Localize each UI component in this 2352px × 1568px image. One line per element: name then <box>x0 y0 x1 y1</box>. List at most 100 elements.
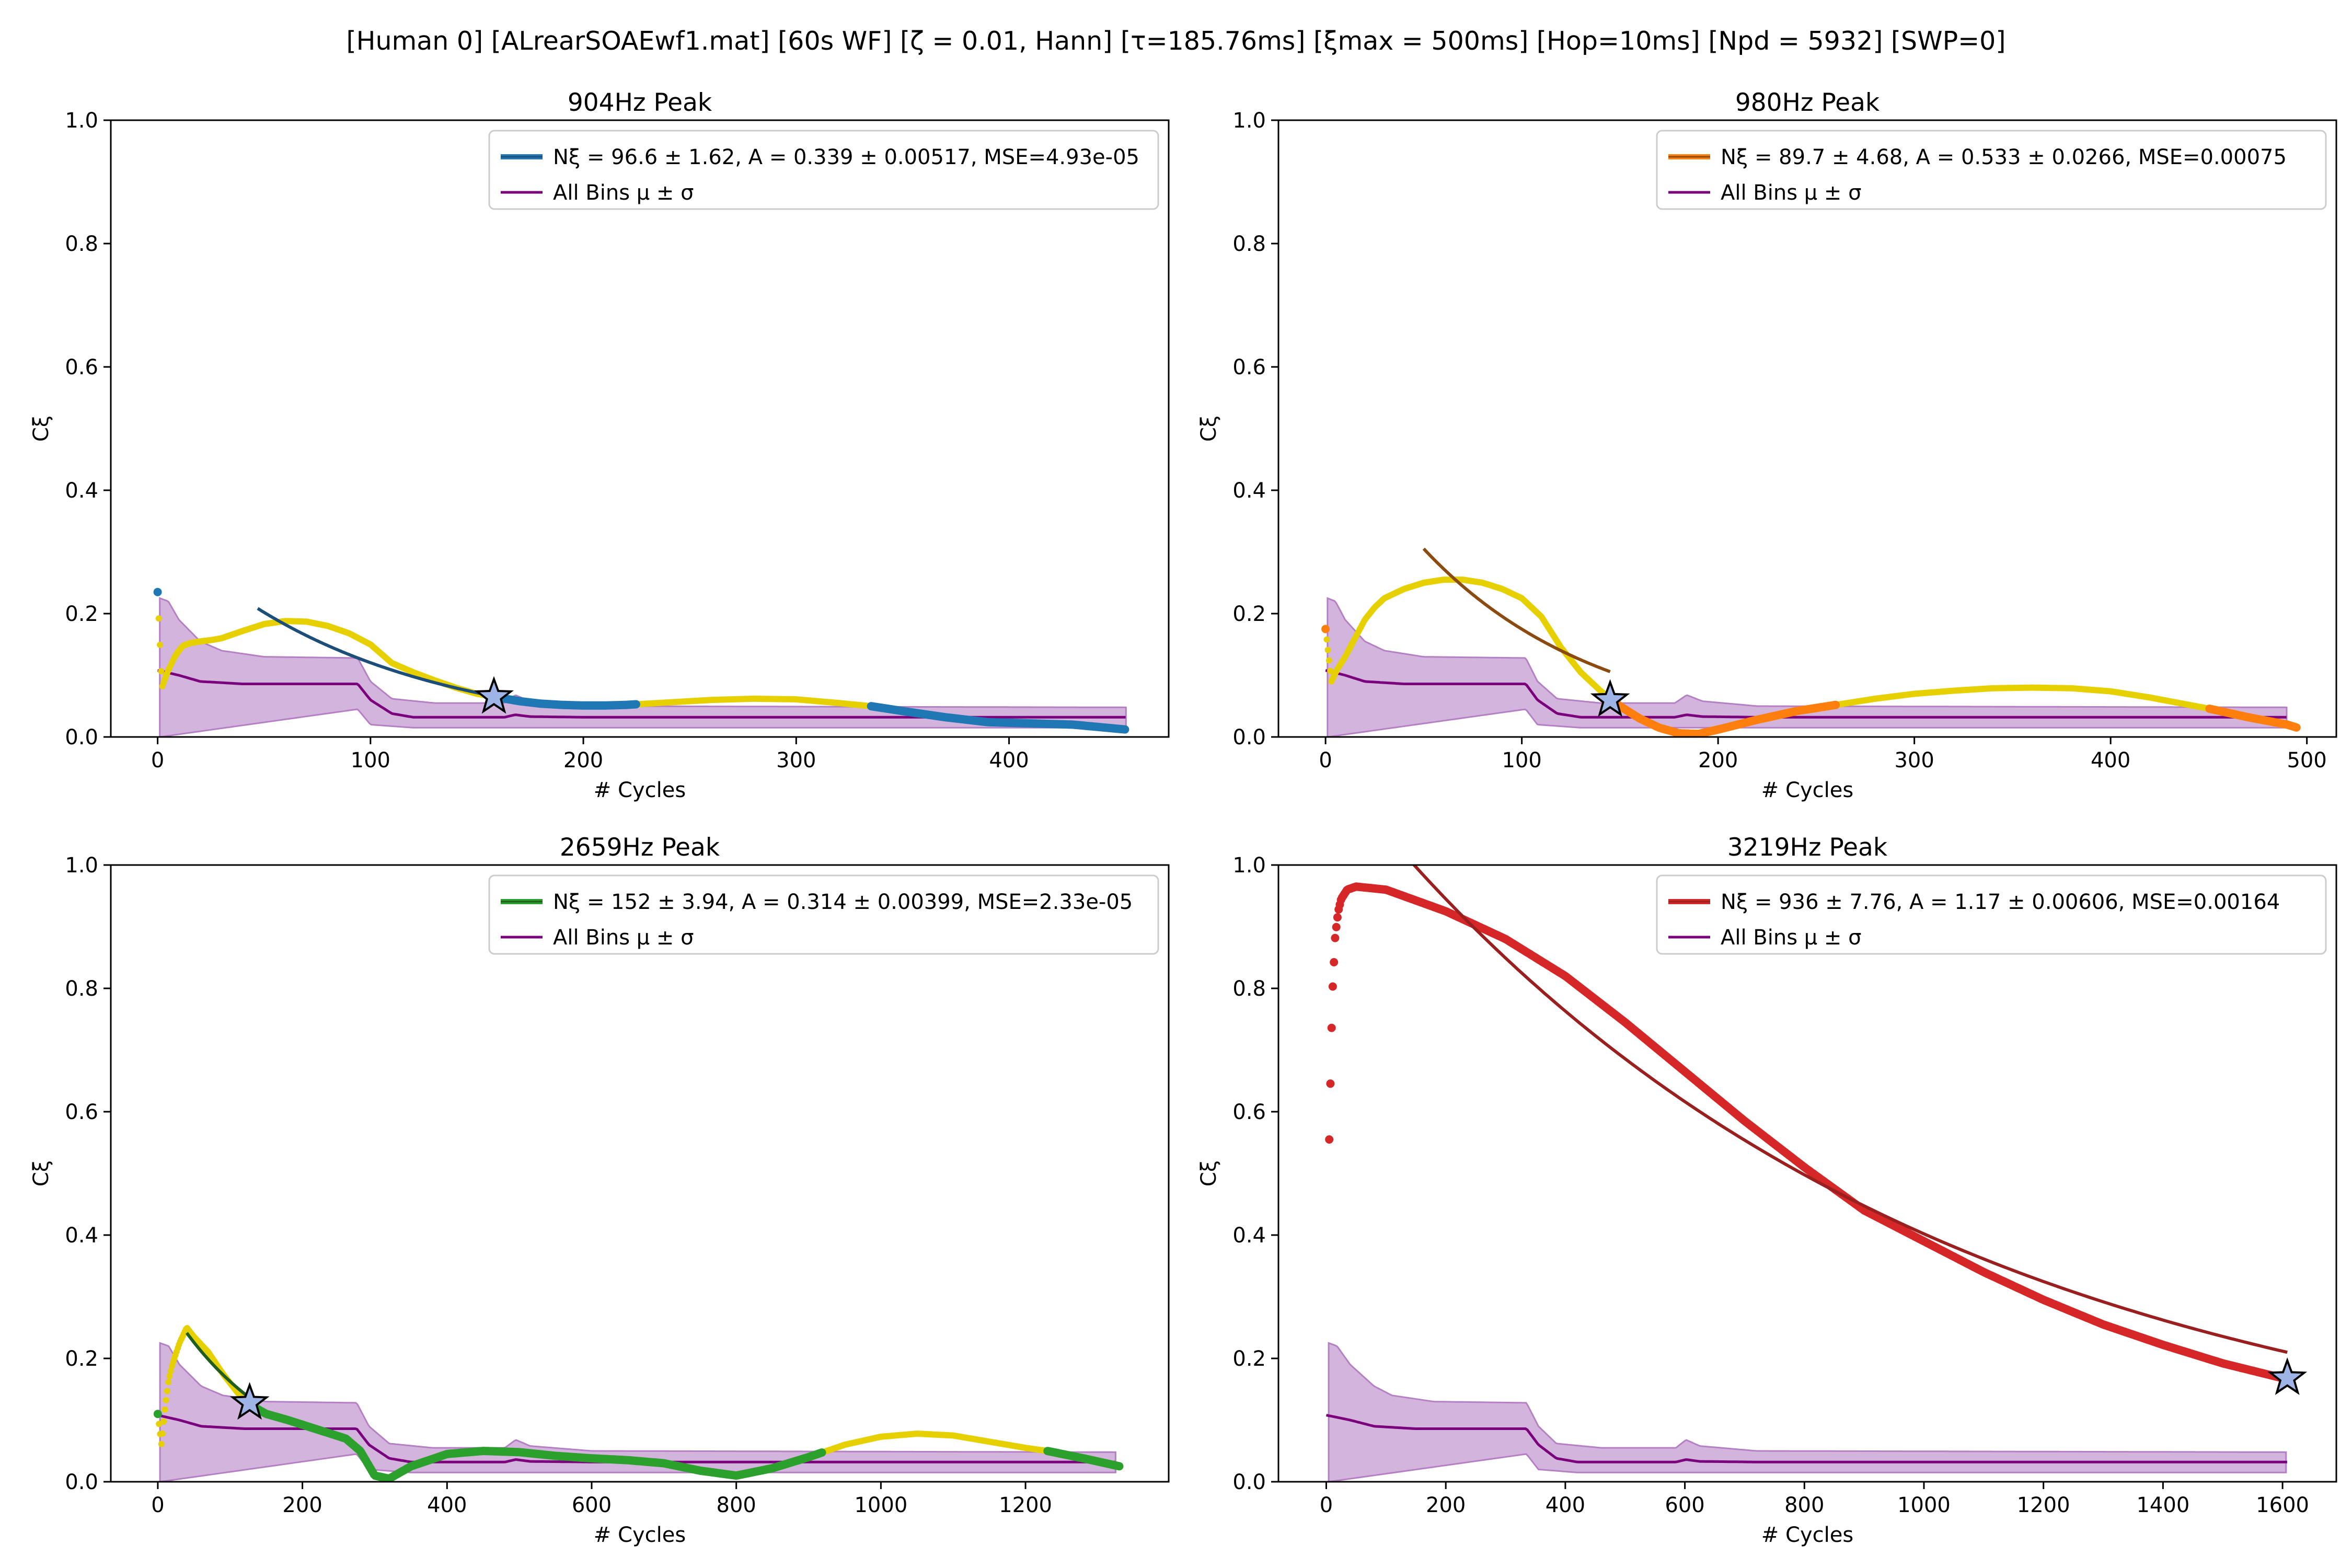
y-tick-label: 0.2 <box>1232 602 1266 626</box>
x-tick-label: 400 <box>2091 748 2130 773</box>
y-tick-label: 1.0 <box>65 854 98 878</box>
data-point <box>165 1379 172 1386</box>
x-tick-label: 100 <box>1502 748 1541 773</box>
data-point <box>157 641 164 648</box>
data-points-fit <box>1321 625 2301 737</box>
legend: Nξ = 89.7 ± 4.68, A = 0.533 ± 0.0266, MS… <box>1656 130 2327 210</box>
y-tick-label: 1.0 <box>65 109 98 133</box>
y-tick-label: 0.6 <box>1232 1100 1266 1124</box>
std-band <box>1328 1342 2287 1482</box>
x-tick-label: 1200 <box>2017 1493 2070 1517</box>
axes-frame <box>110 119 1170 738</box>
x-axis-label: # Cycles <box>594 778 686 802</box>
data-point <box>1115 1462 1124 1471</box>
fit-line <box>257 607 499 699</box>
y-axis-label: Cξ <box>1197 1160 1221 1186</box>
data-point <box>1323 636 1330 643</box>
legend-entry-mean: All Bins μ ± σ <box>553 926 694 950</box>
data-point <box>1325 657 1332 664</box>
data-points-fit <box>153 1401 1124 1482</box>
data-point <box>159 1430 166 1437</box>
x-tick-label: 800 <box>717 1493 756 1517</box>
mean-line <box>1325 669 2287 719</box>
data-point <box>1121 725 1129 734</box>
y-axis-label: Cξ <box>29 416 53 442</box>
panel-4: 0 200 400 600 800 1000 1200 1400 16000.00.20.40.… <box>1197 833 2337 1547</box>
data-point <box>153 1410 162 1419</box>
data-point <box>160 1418 167 1425</box>
legend: Nξ = 936 ± 7.76, A = 1.17 ± 0.00606, MSE… <box>1656 874 2327 955</box>
star-marker <box>2267 1357 2308 1396</box>
data-point <box>1324 647 1331 653</box>
x-tick-label: 1000 <box>854 1493 907 1517</box>
legend-entry-mean: All Bins μ ± σ <box>1721 181 1862 205</box>
data-point <box>166 1373 173 1379</box>
x-tick-label: 600 <box>1665 1493 1704 1517</box>
data-point <box>1331 933 1340 942</box>
y-tick-label: 0.4 <box>1232 479 1266 503</box>
y-axis: 0.0 0.2 0.4 0.6 0.8 1.0 <box>65 854 111 1494</box>
plot-area <box>1321 547 2301 737</box>
panel-2: 0 100 200 300 400 500 0.0 0.2 0.4 0.6 0.8 1.0 980Hz … <box>1197 88 2337 802</box>
data-point <box>1327 1023 1336 1032</box>
y-axis: 0.0 0.2 0.4 0.6 0.8 1.0 <box>65 109 111 750</box>
legend-entry-fit: Nξ = 89.7 ± 4.68, A = 0.533 ± 0.0266, MS… <box>1721 145 2287 169</box>
legend-entry-fit: Nξ = 152 ± 3.94, A = 0.314 ± 0.00399, MS… <box>553 890 1133 914</box>
x-tick-label: 500 <box>2287 748 2326 773</box>
y-tick-label: 0.2 <box>65 1347 98 1371</box>
x-tick-label: 0 <box>151 748 164 773</box>
data-point <box>1325 1135 1334 1144</box>
fit-line <box>1412 865 2288 1354</box>
fit-line <box>1422 547 1611 673</box>
star-marker <box>474 676 514 714</box>
y-tick-label: 0.4 <box>65 479 98 503</box>
y-axis: 0.0 0.2 0.4 0.6 0.8 1.0 <box>1232 109 1278 750</box>
data-point <box>158 1440 165 1447</box>
x-tick-label: 400 <box>989 748 1029 773</box>
data-points-fit <box>153 587 1129 734</box>
x-tick-label: 1200 <box>999 1493 1052 1517</box>
x-axis-label: # Cycles <box>1761 1523 1853 1547</box>
plot-area <box>153 587 1129 737</box>
axes-frame <box>1277 119 2337 738</box>
x-tick-label: 0 <box>1320 1493 1333 1517</box>
legend-entry-mean: All Bins μ ± σ <box>553 181 694 205</box>
x-axis: 0 200 400 600 800 1000 1200 <box>151 1482 1052 1517</box>
x-axis-label: # Cycles <box>1761 778 1853 802</box>
y-tick-label: 1.0 <box>1232 854 1266 878</box>
y-tick-label: 0.4 <box>65 1224 98 1248</box>
data-point <box>155 615 162 622</box>
data-points-fit <box>1325 882 2287 1382</box>
y-tick-label: 0.0 <box>65 725 98 750</box>
x-tick-label: 0 <box>1319 748 1332 773</box>
panel-title: 3219Hz Peak <box>1727 833 1888 862</box>
star-marker <box>229 1382 270 1420</box>
x-tick-label: 200 <box>1698 748 1738 773</box>
data-point <box>167 1368 174 1375</box>
x-tick-label: 1000 <box>1897 1493 1951 1517</box>
y-axis-label: Cξ <box>29 1160 53 1186</box>
y-tick-label: 0.2 <box>1232 1347 1266 1371</box>
data-point <box>164 1388 170 1394</box>
y-axis: 0.0 0.2 0.4 0.6 0.8 1.0 <box>1232 854 1278 1494</box>
x-tick-label: 400 <box>1546 1493 1585 1517</box>
data-point <box>2292 723 2301 732</box>
panel-title: 2659Hz Peak <box>560 833 720 862</box>
panel-3: 0 200 400 600 800 1000 1200 0.0 0.2 0.4 0.6 0.8 1.0 2… <box>29 833 1170 1547</box>
data-point <box>158 668 165 675</box>
axes-frame <box>1277 864 2337 1483</box>
plot-area <box>153 1325 1124 1482</box>
y-tick-label: 0.6 <box>1232 355 1266 379</box>
y-tick-label: 0.4 <box>1232 1224 1266 1248</box>
legend: Nξ = 96.6 ± 1.62, A = 0.339 ± 0.00517, M… <box>488 130 1159 210</box>
x-axis: 0 200 400 600 800 1000 1200 1400 1600 <box>1320 1482 2309 1517</box>
x-tick-label: 0 <box>151 1493 164 1517</box>
axes-frame <box>110 864 1170 1483</box>
y-tick-label: 0.0 <box>65 1470 98 1494</box>
x-axis: 0 100 200 300 400 500 <box>1319 737 2327 773</box>
y-tick-label: 1.0 <box>1232 109 1266 133</box>
x-tick-label: 1600 <box>2256 1493 2309 1517</box>
y-tick-label: 0.6 <box>65 355 98 379</box>
y-tick-label: 0.8 <box>1232 977 1266 1001</box>
